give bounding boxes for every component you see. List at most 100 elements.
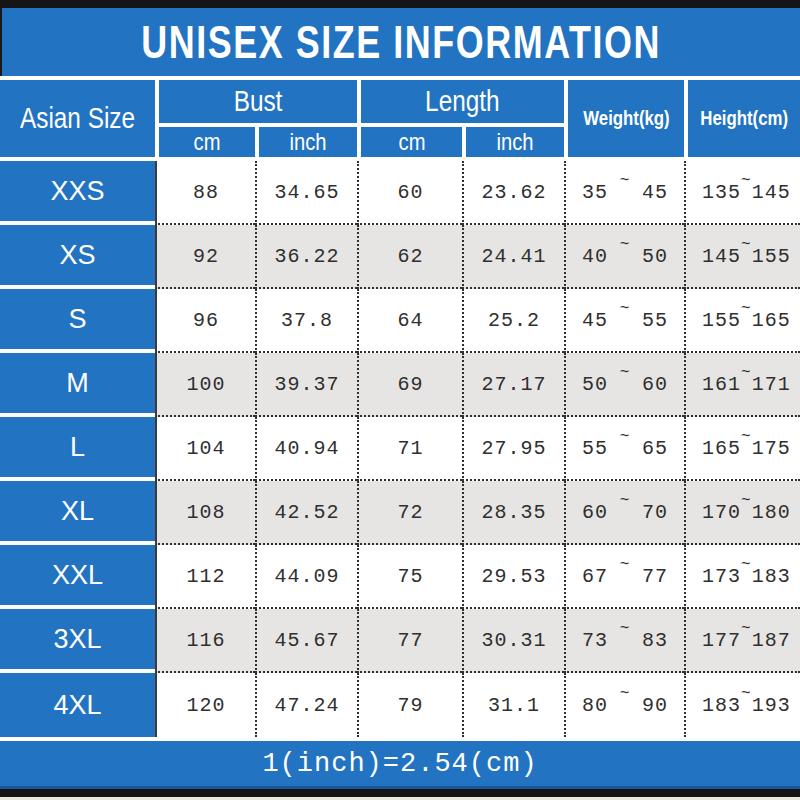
- weight-min-value: 50: [582, 373, 608, 396]
- bust-cm-cell: 120: [155, 673, 255, 737]
- length-cm-cell: 77: [357, 609, 462, 673]
- size-chart-page: UNISEX SIZE INFORMATION Asian Size Bust …: [0, 0, 800, 800]
- size-label-cell: M: [0, 353, 155, 417]
- header-height-label: Height(cm): [700, 107, 788, 130]
- header-bust-cm: cm: [155, 127, 255, 157]
- footer-band: 1(inch)=2.54(cm): [0, 741, 800, 789]
- size-label-cell: S: [0, 289, 155, 353]
- bust-inch-cell: 47.24: [255, 673, 357, 737]
- height-range-cell: 177~187: [684, 609, 800, 673]
- height-range-cell: 135~145: [684, 161, 800, 225]
- length-cm-cell: 79: [357, 673, 462, 737]
- height-max-value: 193: [752, 694, 791, 717]
- bust-inch-cell: 44.09: [255, 545, 357, 609]
- tilde-symbol: ~: [620, 172, 631, 190]
- length-inch-cell: 24.41: [462, 225, 564, 289]
- height-min-value: 135: [702, 181, 741, 204]
- header-height: Height(cm): [684, 80, 800, 157]
- weight-min-value: 45: [582, 309, 608, 332]
- tilde-symbol: ~: [620, 300, 631, 318]
- title-band: UNISEX SIZE INFORMATION: [0, 8, 800, 76]
- bust-cm-cell: 100: [155, 353, 255, 417]
- header-bust-group: Bust: [155, 80, 357, 127]
- bust-inch-cell: 37.8: [255, 289, 357, 353]
- header-weight: Weight(kg): [564, 80, 684, 157]
- weight-max-value: 70: [642, 501, 668, 524]
- height-max-value: 155: [752, 245, 791, 268]
- size-label-cell: XS: [0, 225, 155, 289]
- size-label-cell: 4XL: [0, 673, 155, 737]
- size-table-body: XXS8834.656023.6235~45135~145XS9236.2262…: [0, 161, 800, 737]
- tilde-symbol: ~: [741, 428, 752, 446]
- length-cm-cell: 75: [357, 545, 462, 609]
- weight-max-value: 65: [642, 437, 668, 460]
- conversion-note: 1(inch)=2.54(cm): [262, 749, 537, 779]
- tilde-symbol: ~: [620, 556, 631, 574]
- bust-cm-cell: 104: [155, 417, 255, 481]
- length-cm-cell: 69: [357, 353, 462, 417]
- tilde-symbol: ~: [741, 172, 752, 190]
- tilde-symbol: ~: [620, 364, 631, 382]
- tilde-symbol: ~: [620, 236, 631, 254]
- header-bust-label: Bust: [234, 85, 283, 118]
- weight-max-value: 90: [642, 694, 668, 717]
- height-max-value: 183: [752, 565, 791, 588]
- bust-cm-cell: 92: [155, 225, 255, 289]
- length-inch-cell: 31.1: [462, 673, 564, 737]
- weight-range-cell: 45 ~55: [564, 289, 684, 353]
- length-inch-cell: 23.62: [462, 161, 564, 225]
- length-inch-cell: 29.53: [462, 545, 564, 609]
- weight-max-value: 83: [642, 629, 668, 652]
- tilde-symbol: ~: [620, 620, 631, 638]
- bust-cm-cell: 88: [155, 161, 255, 225]
- height-range-cell: 165~175: [684, 417, 800, 481]
- bust-inch-cell: 36.22: [255, 225, 357, 289]
- weight-max-value: 55: [642, 309, 668, 332]
- height-min-value: 173: [702, 565, 741, 588]
- top-black-bar: [0, 0, 800, 8]
- weight-min-value: 40: [582, 245, 608, 268]
- height-range-cell: 161~171: [684, 353, 800, 417]
- length-cm-cell: 62: [357, 225, 462, 289]
- header-weight-label: Weight(kg): [583, 107, 669, 130]
- weight-max-value: 77: [642, 565, 668, 588]
- tilde-symbol: ~: [620, 685, 631, 703]
- weight-max-value: 45: [642, 181, 668, 204]
- tilde-symbol: ~: [741, 620, 752, 638]
- header-length-label: Length: [425, 85, 500, 118]
- tilde-symbol: ~: [741, 300, 752, 318]
- table-header: Asian Size Bust Length Weight(kg) Height…: [0, 80, 800, 157]
- weight-min-value: 80: [582, 694, 608, 717]
- weight-min-value: 35: [582, 181, 608, 204]
- bust-cm-cell: 116: [155, 609, 255, 673]
- size-label-cell: XXS: [0, 161, 155, 225]
- height-min-value: 155: [702, 309, 741, 332]
- weight-min-value: 67: [582, 565, 608, 588]
- tilde-symbol: ~: [620, 492, 631, 510]
- bust-cm-cell: 108: [155, 481, 255, 545]
- length-cm-cell: 60: [357, 161, 462, 225]
- tilde-symbol: ~: [741, 364, 752, 382]
- length-inch-cell: 25.2: [462, 289, 564, 353]
- bust-inch-cell: 39.37: [255, 353, 357, 417]
- length-cm-cell: 72: [357, 481, 462, 545]
- height-max-value: 145: [752, 181, 791, 204]
- tilde-symbol: ~: [620, 428, 631, 446]
- weight-range-cell: 60~70: [564, 481, 684, 545]
- weight-max-value: 60: [642, 373, 668, 396]
- height-min-value: 145: [702, 245, 741, 268]
- bust-inch-cell: 34.65: [255, 161, 357, 225]
- weight-range-cell: 50 ~60: [564, 353, 684, 417]
- bottom-black-bar: [0, 789, 800, 797]
- tilde-symbol: ~: [741, 685, 752, 703]
- header-asian-size: Asian Size: [0, 80, 155, 157]
- bust-inch-cell: 45.67: [255, 609, 357, 673]
- height-max-value: 171: [752, 373, 791, 396]
- bust-cm-cell: 96: [155, 289, 255, 353]
- header-length-group: Length: [357, 80, 564, 127]
- header-bust-inch-label: inch: [290, 128, 327, 156]
- size-label-cell: XL: [0, 481, 155, 545]
- height-max-value: 165: [752, 309, 791, 332]
- length-cm-cell: 71: [357, 417, 462, 481]
- weight-min-value: 55: [582, 437, 608, 460]
